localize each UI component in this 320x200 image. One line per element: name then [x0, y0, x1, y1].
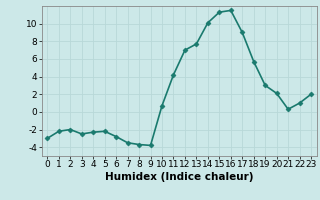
X-axis label: Humidex (Indice chaleur): Humidex (Indice chaleur): [105, 172, 253, 182]
